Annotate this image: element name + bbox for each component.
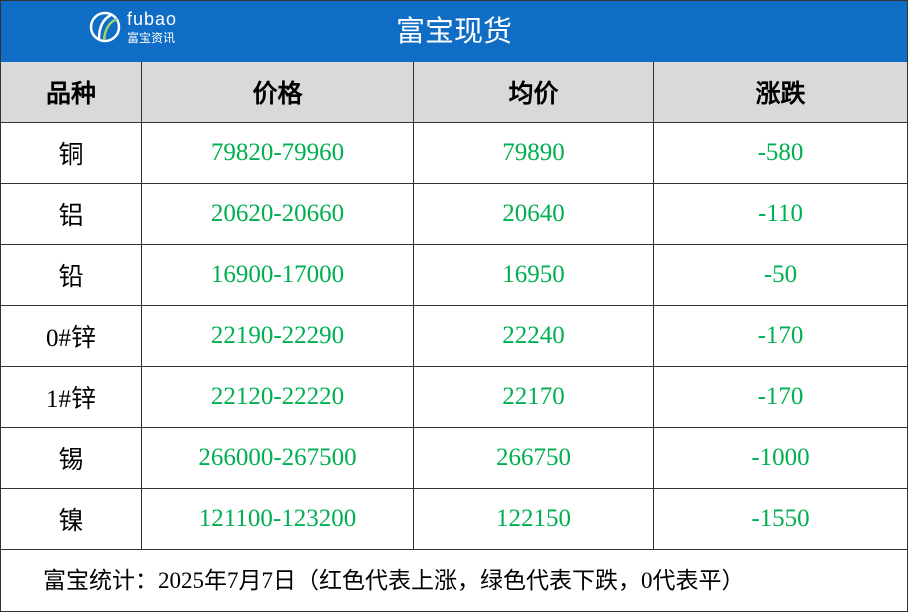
table-cell: -110: [654, 184, 907, 245]
header-bar: fubao 富宝资讯 富宝现货: [1, 1, 907, 63]
footer-note: 富宝统计：2025年7月7日（红色代表上涨，绿色代表下跌，0代表平）: [43, 568, 745, 593]
column-header: 品种: [1, 62, 142, 123]
row-label: 1#锌: [1, 367, 142, 428]
table-cell: 20620-20660: [142, 184, 414, 245]
logo-subtitle: 富宝资讯: [127, 31, 176, 45]
row-label: 铝: [1, 184, 142, 245]
table-cell: 122150: [414, 489, 654, 550]
row-label: 镍: [1, 489, 142, 550]
column-header: 价格: [142, 62, 414, 123]
logo: fubao 富宝资讯: [89, 9, 199, 49]
row-label: 铅: [1, 245, 142, 306]
row-label: 铜: [1, 123, 142, 184]
table-cell: -580: [654, 123, 907, 184]
column-header: 涨跌: [654, 62, 907, 123]
table-cell: 79820-79960: [142, 123, 414, 184]
table-cell: 22190-22290: [142, 306, 414, 367]
table-cell: 16900-17000: [142, 245, 414, 306]
title: 富宝现货: [395, 14, 512, 48]
column-header: 均价: [414, 62, 654, 123]
logo-brand: fubao: [127, 9, 178, 29]
table-cell: -170: [654, 306, 907, 367]
table-cell: 121100-123200: [142, 489, 414, 550]
table-cell: -170: [654, 367, 907, 428]
table-cell: 266750: [414, 428, 654, 489]
table-cell: 22170: [414, 367, 654, 428]
row-label: 0#锌: [1, 306, 142, 367]
table-cell: 20640: [414, 184, 654, 245]
table-cell: -1550: [654, 489, 907, 550]
table-cell: 79890: [414, 123, 654, 184]
table-cell: 16950: [414, 245, 654, 306]
table-cell: 22120-22220: [142, 367, 414, 428]
table-cell: -50: [654, 245, 907, 306]
table-cell: 22240: [414, 306, 654, 367]
table-cell: -1000: [654, 428, 907, 489]
table-cell: 266000-267500: [142, 428, 414, 489]
logo-icon: [89, 11, 121, 43]
row-label: 锡: [1, 428, 142, 489]
